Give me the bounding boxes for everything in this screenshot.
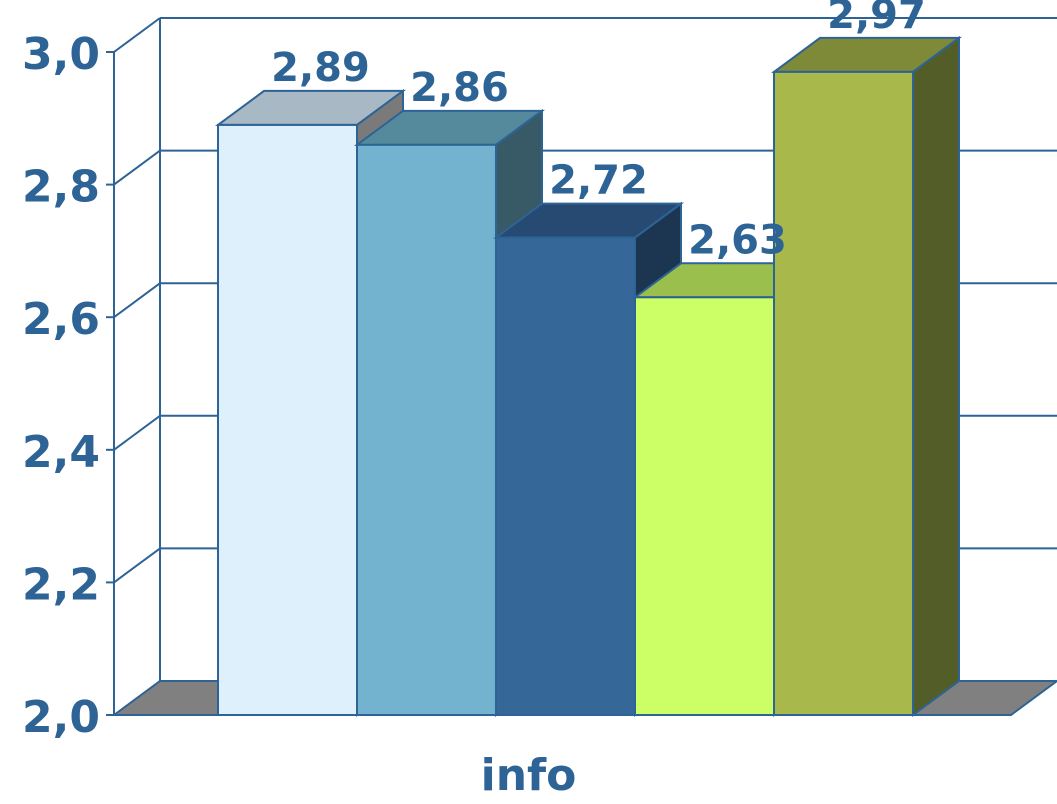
y-tick-label: 2,0 xyxy=(22,692,100,743)
data-label: 2,63 xyxy=(688,217,787,263)
x-axis-label: info xyxy=(480,750,577,801)
y-tick-label: 3,0 xyxy=(22,29,100,80)
bar xyxy=(495,236,636,716)
wall-diagonal xyxy=(113,547,161,584)
bar xyxy=(634,296,775,716)
data-label: 2,89 xyxy=(271,45,370,91)
wall-diagonal xyxy=(113,17,161,53)
wall-diagonal xyxy=(113,282,161,319)
data-label: 2,86 xyxy=(410,65,509,111)
data-label: 2,97 xyxy=(827,0,926,38)
bar xyxy=(773,70,914,716)
bar xyxy=(217,123,358,717)
y-tick-label: 2,2 xyxy=(22,559,100,610)
y-tick-label: 2,6 xyxy=(22,294,100,345)
y-tick-label: 2,8 xyxy=(22,162,100,213)
bar xyxy=(356,143,497,716)
y-tick-label: 2,4 xyxy=(22,427,100,478)
data-label: 2,72 xyxy=(549,158,648,204)
wall-diagonal xyxy=(113,149,161,186)
wall-diagonal xyxy=(113,414,161,451)
bar-side xyxy=(912,35,960,717)
